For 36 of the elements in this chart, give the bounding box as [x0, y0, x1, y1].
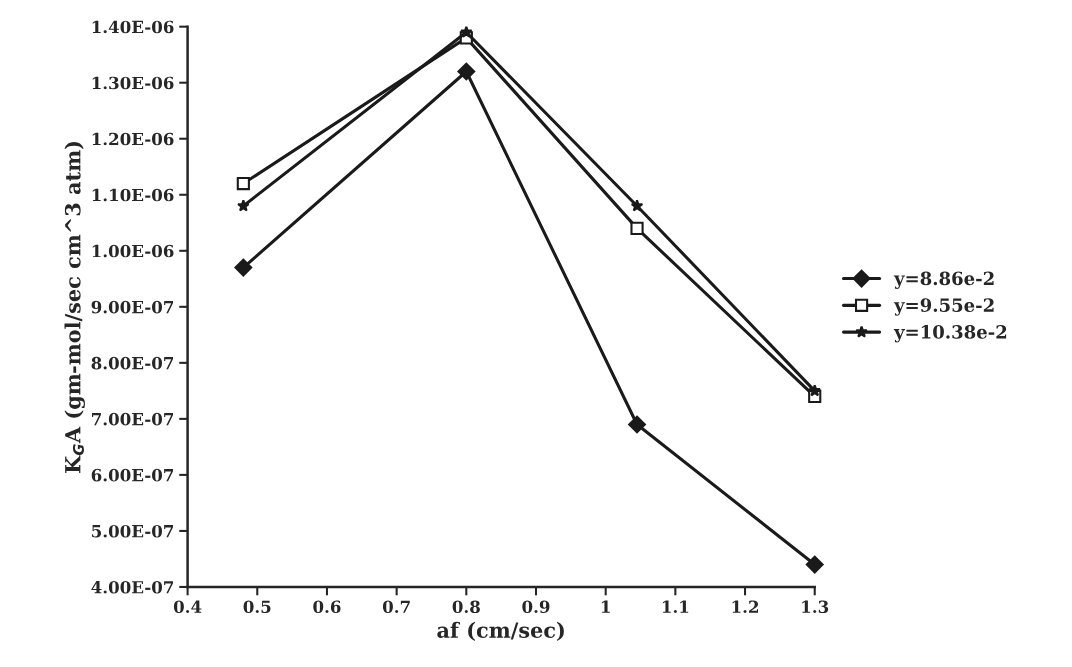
x-axis-title: af (cm/sec) [437, 621, 564, 641]
point [234, 258, 253, 277]
y-tick-label: 8.00E-07 [91, 356, 174, 370]
legend-label: y=8.86e-2 [893, 271, 994, 289]
y-tick-label: 1.00E-06 [92, 244, 174, 258]
x-tick-label: 0.6 [313, 600, 341, 614]
point [236, 176, 250, 191]
y-tick-label: 7.00E-07 [92, 412, 174, 426]
y-tick-label: 1.20E-06 [92, 132, 174, 146]
point [460, 25, 473, 38]
legend-label: y=9.55e-2 [893, 298, 994, 316]
point [237, 199, 250, 212]
x-tick-label: 1.3 [802, 600, 829, 614]
x-tick-label: 1.1 [662, 600, 689, 614]
y-tick-label: 6.00E-07 [91, 468, 174, 482]
point [630, 221, 644, 235]
point [457, 62, 476, 81]
point [808, 384, 822, 397]
point [805, 555, 824, 574]
y-tick-label: 1.10E-06 [92, 188, 174, 202]
x-tick-label: 0.4 [173, 600, 202, 614]
y-tick-label: 1.40E-06 [92, 20, 174, 34]
x-tick-label: 0.8 [452, 600, 480, 614]
y-tick-label: 5.00E-07 [92, 524, 174, 538]
x-tick-label: 1.2 [732, 600, 759, 614]
x-tick-label: 0.5 [243, 600, 271, 614]
x-tick-label: 0.9 [522, 600, 550, 614]
y-axis-title: K$_{G}$A (gm-mol/sec cm^3 atm) [64, 141, 85, 473]
point [630, 199, 644, 212]
x-tick-label: 1 [601, 600, 610, 613]
legend-label: y=10.38e-2 [893, 325, 1007, 343]
y-tick-label: 1.30E-06 [92, 76, 174, 90]
y-tick-label: 9.00E-07 [91, 300, 174, 314]
y-tick-label: 4.00E-07 [91, 580, 174, 594]
x-tick-label: 0.7 [382, 600, 410, 614]
point [628, 415, 646, 434]
